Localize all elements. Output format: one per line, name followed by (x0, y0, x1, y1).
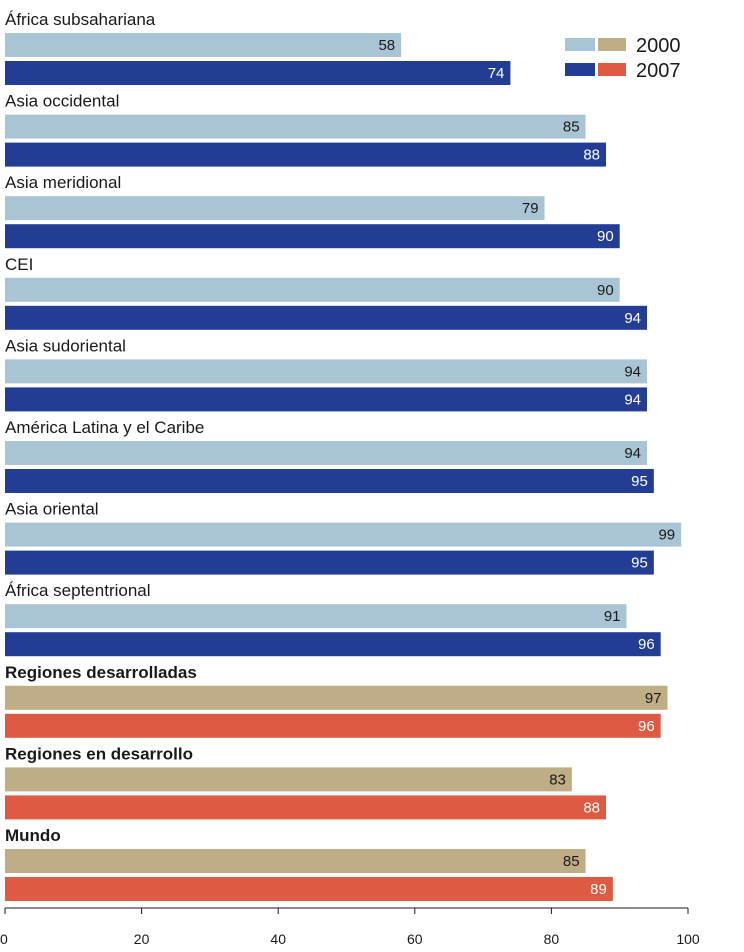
bar-2007 (5, 877, 613, 901)
x-tick-label: 80 (544, 931, 560, 947)
category-label: Asia occidental (5, 92, 119, 111)
legend-swatch-aggregate (598, 38, 626, 51)
group-africa-subsahariana: África subsahariana 58 74 (5, 10, 511, 85)
value-label-2007: 88 (583, 799, 600, 816)
bar-2000 (5, 849, 586, 873)
legend-swatch-regional (565, 63, 595, 76)
value-label-2007: 96 (638, 636, 655, 653)
value-label-2000: 58 (378, 37, 395, 54)
category-label: Mundo (5, 826, 61, 845)
category-label: Regiones desarrolladas (5, 663, 197, 682)
group-regiones-en-desarrollo: Regiones en desarrollo 83 88 (5, 744, 607, 820)
legend-label: 2007 (636, 60, 681, 82)
bar-2007 (5, 142, 607, 167)
value-label-2000: 97 (645, 690, 662, 707)
value-label-2000: 79 (522, 200, 539, 217)
group-america-latina-y-el-caribe: América Latina y el Caribe 94 95 (5, 418, 654, 493)
bar-2000 (5, 277, 620, 302)
legend-entry-2007: 2007 (565, 60, 681, 82)
bar-2000 (5, 604, 627, 629)
bar-2000 (5, 685, 668, 710)
value-label-2007: 96 (638, 718, 655, 735)
value-label-2007: 74 (488, 65, 505, 82)
bar-2007 (5, 387, 648, 412)
bar-2007 (5, 632, 661, 657)
bar-2000 (5, 359, 648, 384)
value-label-2007: 89 (590, 881, 607, 898)
category-label: CEI (5, 255, 33, 274)
value-label-2000: 94 (624, 363, 641, 380)
legend-swatch-regional (565, 38, 595, 51)
legend-swatch-aggregate (598, 63, 626, 76)
legend: 2000 2007 (565, 35, 681, 82)
bar-groups: África subsahariana 58 74 Asia occidental 85… (5, 10, 682, 901)
x-tick-label: 20 (134, 931, 150, 947)
value-label-2000: 85 (563, 853, 580, 870)
legend-entry-2000: 2000 (565, 35, 681, 57)
value-label-2000: 85 (563, 119, 580, 136)
bar-2000 (5, 441, 648, 465)
bar-2007 (5, 224, 620, 249)
bar-2007 (5, 469, 654, 493)
group-regiones-desarrolladas: Regiones desarrolladas 97 96 (5, 663, 668, 738)
x-tick-label: 0 (0, 931, 8, 947)
group-asia-oriental: Asia oriental 99 95 (5, 500, 682, 575)
bar-2000 (5, 114, 586, 139)
value-label-2007: 95 (631, 555, 648, 572)
group-cei: CEI 90 94 (5, 255, 648, 330)
group-asia-meridional: Asia meridional 79 90 (5, 173, 620, 249)
bar-2000 (5, 196, 545, 221)
bar-2000 (5, 33, 402, 57)
x-tick-label: 40 (270, 931, 286, 947)
bar-2007 (5, 550, 654, 575)
value-label-2000: 90 (597, 282, 614, 299)
value-label-2007: 94 (624, 391, 641, 408)
category-label: Asia sudoriental (5, 336, 126, 355)
bar-2007 (5, 713, 661, 738)
x-axis: 0 20 40 60 80 100 (0, 907, 700, 947)
value-label-2007: 88 (583, 147, 600, 164)
group-mundo: Mundo 85 89 (5, 826, 613, 901)
category-label: Asia oriental (5, 500, 99, 519)
group-africa-septentrional: África septentrional 91 96 (5, 581, 661, 657)
bar-2000 (5, 522, 682, 547)
bar-2007 (5, 61, 511, 85)
category-label: Regiones en desarrollo (5, 744, 193, 763)
category-label: Asia meridional (5, 173, 121, 192)
group-asia-sudoriental: Asia sudoriental 94 94 (5, 336, 648, 412)
value-label-2000: 94 (624, 445, 641, 462)
category-label: América Latina y el Caribe (5, 418, 204, 437)
bar-2007 (5, 305, 648, 330)
value-label-2000: 99 (658, 527, 675, 544)
legend-label: 2000 (636, 35, 681, 57)
x-tick-label: 60 (407, 931, 423, 947)
category-label: África septentrional (5, 581, 151, 600)
value-label-2007: 90 (597, 228, 614, 245)
bar-2007 (5, 795, 607, 820)
value-label-2007: 95 (631, 473, 648, 490)
bar-2000 (5, 767, 572, 792)
value-label-2000: 91 (604, 608, 621, 625)
value-label-2000: 83 (549, 771, 566, 788)
value-label-2007: 94 (624, 310, 641, 327)
x-tick-label: 100 (676, 931, 700, 947)
category-label: África subsahariana (5, 10, 156, 29)
